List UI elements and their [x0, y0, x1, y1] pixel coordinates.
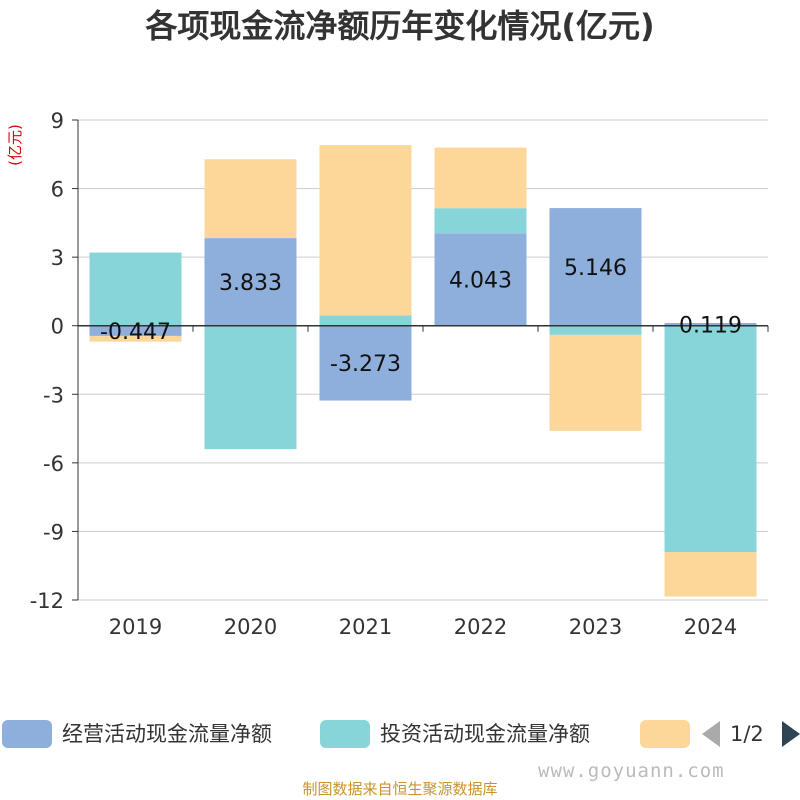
legend-label-operating: 经营活动现金流量净额	[62, 722, 272, 746]
data-label: -3.273	[330, 352, 401, 377]
chart-title: 各项现金流净额历年变化情况(亿元)	[145, 7, 655, 45]
x-tick-label: 2021	[339, 615, 392, 639]
y-tick-label: 9	[51, 109, 64, 133]
y-tick-label: -12	[30, 589, 64, 613]
source-note: 制图数据来自恒生聚源数据库	[302, 780, 498, 798]
bar-financing	[549, 334, 642, 431]
bar-investing	[89, 252, 182, 326]
x-tick-label: 2023	[569, 615, 622, 639]
bar-financing	[89, 335, 182, 342]
data-label: 4.043	[449, 269, 512, 294]
data-label: 3.833	[219, 271, 282, 296]
bar-investing	[319, 315, 412, 326]
bar-investing	[549, 325, 642, 335]
bar-operating	[549, 208, 642, 326]
pager-next-icon[interactable]	[782, 721, 800, 747]
bar-investing	[434, 208, 527, 234]
bar-financing	[319, 145, 412, 316]
bar-financing	[204, 159, 297, 239]
pager-text: 1/2	[730, 722, 764, 746]
data-label: -0.447	[100, 320, 171, 345]
y-axis-unit-label: (亿元)	[6, 124, 24, 166]
legend: 经营活动现金流量净额 投资活动现金流量净额	[0, 716, 800, 752]
watermark: www.goyuann.com	[538, 760, 725, 782]
bar-financing	[664, 552, 757, 597]
y-tick-label: -9	[43, 520, 64, 544]
bar-operating	[89, 325, 182, 336]
bar-financing	[434, 147, 527, 209]
x-tick-label: 2022	[454, 615, 507, 639]
pager-prev-icon[interactable]	[702, 721, 720, 747]
bar-operating	[204, 238, 297, 326]
data-label: 0.119	[679, 313, 742, 338]
y-tick-label: 0	[51, 315, 64, 339]
y-tick-label: -3	[43, 383, 64, 407]
legend-swatch-investing	[320, 720, 370, 748]
legend-swatch-financing	[640, 720, 690, 748]
bar-operating	[319, 325, 412, 401]
bar-operating	[434, 233, 527, 326]
data-label: 5.146	[564, 256, 627, 281]
bar-operating	[664, 322, 757, 326]
y-tick-label: 6	[51, 178, 64, 202]
x-tick-label: 2020	[224, 615, 277, 639]
y-tick-label: 3	[51, 246, 64, 270]
chart-canvas: 9 6 3 0 -3 -6 -9 -12 2019 2020 2021 2022 2023 2024 -0…	[6, 109, 769, 639]
bar-investing	[204, 325, 297, 450]
x-tick-label: 2019	[109, 615, 162, 639]
y-tick-label: -6	[43, 452, 64, 476]
bar-investing	[664, 325, 757, 552]
legend-label-investing: 投资活动现金流量净额	[380, 722, 590, 746]
x-tick-label: 2024	[684, 615, 737, 639]
legend-swatch-operating	[2, 720, 52, 748]
